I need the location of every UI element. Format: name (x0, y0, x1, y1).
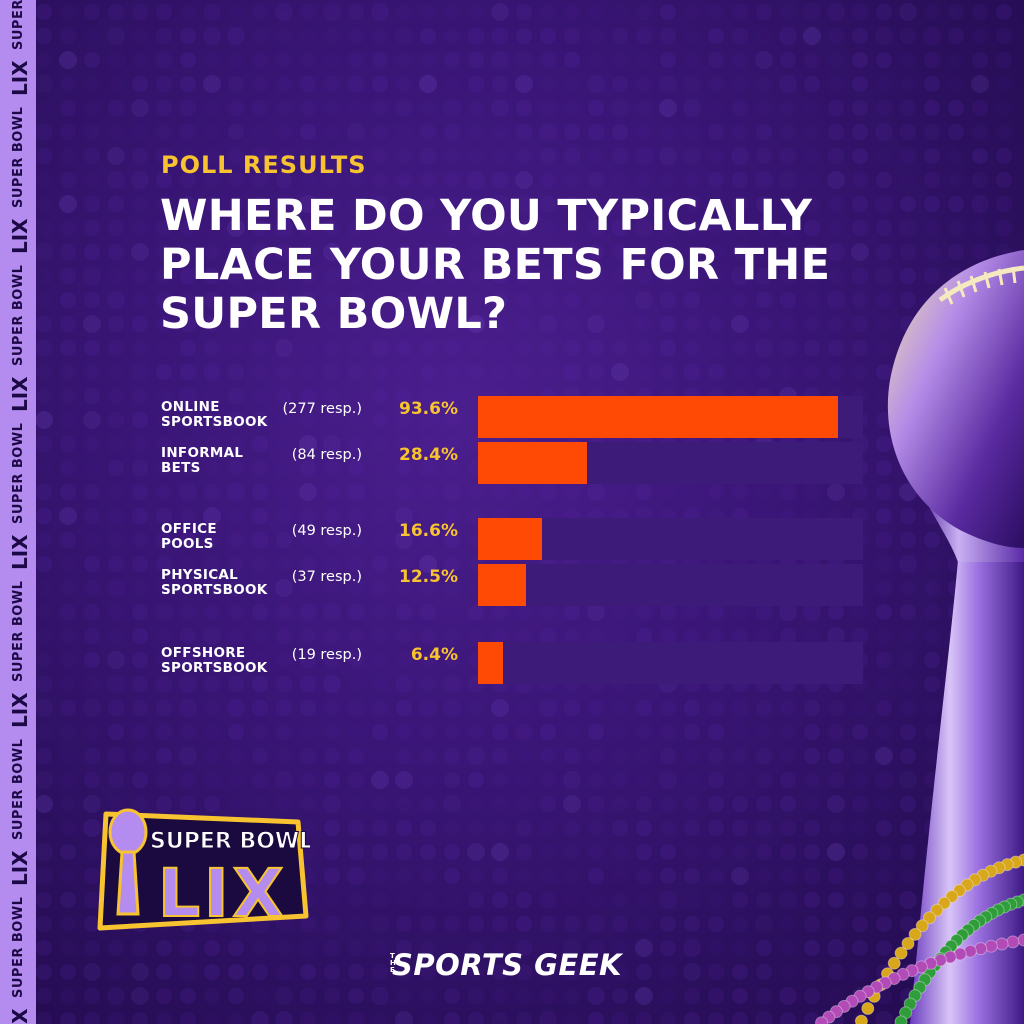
response-count: (277 resp.) (282, 401, 362, 417)
bead (887, 956, 901, 970)
bar-track (478, 564, 863, 606)
logo-trophy-icon (108, 808, 148, 916)
mardi-gras-beads (815, 853, 1024, 1024)
response-count: (19 resp.) (291, 647, 362, 663)
response-count: (84 resp.) (291, 447, 362, 463)
bead (908, 927, 922, 941)
bar (478, 564, 526, 606)
trophy-football (887, 250, 1024, 548)
value-label: 28.4% (399, 445, 458, 465)
bead (984, 939, 998, 953)
response-count: (37 resp.) (291, 569, 362, 585)
logo-title: SUPER BOWL (150, 829, 310, 854)
category-label: OFFSHORE SPORTSBOOK (161, 645, 268, 676)
bar (478, 396, 838, 438)
value-label: 93.6% (399, 399, 458, 419)
bead (861, 1002, 875, 1015)
bead (815, 1016, 829, 1024)
logo-numeral: LIX (158, 855, 288, 932)
bead (894, 946, 908, 960)
bead (937, 896, 951, 910)
category-label: PHYSICAL SPORTSBOOK (161, 567, 268, 598)
category-label: ONLINE SPORTSBOOK (161, 399, 268, 430)
bead (901, 937, 915, 950)
bar (478, 518, 542, 560)
bar-track (478, 642, 863, 684)
brand-wordmark: SPORTS GEEK (392, 948, 622, 982)
bead (923, 911, 936, 925)
bead (995, 937, 1009, 951)
value-label: 6.4% (410, 645, 458, 665)
poll-question-title: WHERE DO YOU TYPICALLY PLACE YOUR BETS F… (160, 191, 831, 339)
super-bowl-lix-logo: SUPER BOWL LIX (92, 796, 314, 936)
bead (915, 919, 929, 933)
bar (478, 442, 587, 484)
value-label: 12.5% (399, 567, 458, 587)
value-label: 16.6% (399, 521, 458, 541)
bead (1006, 935, 1020, 949)
bar-track (478, 518, 863, 560)
bar (478, 642, 503, 684)
bead (854, 1014, 868, 1024)
response-count: (49 resp.) (291, 523, 362, 539)
category-label: OFFICE POOLS (161, 521, 217, 552)
category-label: INFORMAL BETS (161, 445, 244, 476)
eyebrow-label: POLL RESULTS (161, 151, 367, 179)
bead (930, 903, 944, 917)
bead (894, 1015, 908, 1024)
